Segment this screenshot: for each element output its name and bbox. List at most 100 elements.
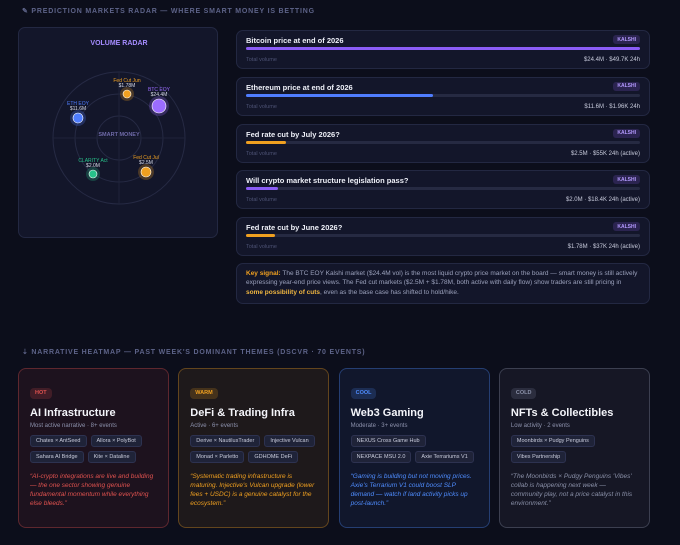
volume-track bbox=[246, 140, 640, 144]
volume-stats: $24.4M · $49.7K 24h bbox=[583, 57, 640, 63]
tag: GDHOME DeFi bbox=[248, 451, 299, 463]
key-signal-text: , even as the base case has shifted to h… bbox=[320, 288, 459, 296]
source-badge: KALSHI bbox=[613, 175, 640, 185]
market-question: Fed rate cut by July 2026? bbox=[246, 129, 340, 139]
node-value: $1.78M bbox=[119, 83, 136, 89]
volume-track bbox=[246, 187, 640, 191]
key-signal-highlight: some possibility of cuts bbox=[246, 288, 321, 296]
node-value: $11.6M bbox=[70, 106, 86, 112]
node-value: $2.0M bbox=[86, 163, 100, 169]
market-card: Fed rate cut by July 2026? KALSHI Total vo… bbox=[236, 123, 650, 163]
tag: NEXUS Cross Game Hub bbox=[350, 435, 426, 447]
section-title-text: PREDICTION MARKETS RADAR — WHERE SMART M… bbox=[31, 8, 315, 15]
volume-stats: $2.0M · $18.4K 24h (active) bbox=[565, 197, 640, 204]
volume-label: Total volume bbox=[246, 57, 277, 63]
node bbox=[151, 98, 167, 114]
volume-label: Total volume bbox=[246, 244, 277, 251]
theme-title: DeFi & Trading Infra bbox=[190, 407, 295, 419]
source-badge: KALSHI bbox=[613, 222, 640, 232]
theme-subtitle: Active · 6+ events bbox=[190, 423, 239, 429]
volume-label: Total volume bbox=[246, 197, 277, 204]
market-card: Fed rate cut by June 2026? KALSHI Total vo… bbox=[236, 217, 650, 257]
heat-badge: HOT bbox=[30, 387, 52, 399]
theme-card: COLD NFTs & Collectibles Low activity · 2 … bbox=[498, 368, 650, 528]
theme-title: AI Infrastructure bbox=[30, 407, 116, 419]
market-question: Fed rate cut by June 2026? bbox=[246, 223, 343, 233]
volume-bar bbox=[246, 234, 275, 238]
theme-subtitle: Moderate · 3+ events bbox=[350, 423, 408, 429]
heat-badge: COOL bbox=[350, 387, 377, 399]
tag-list: NEXUS Cross Game Hub NEXPACE MSU 2.0 Axie … bbox=[350, 435, 478, 463]
volume-bar bbox=[246, 47, 640, 50]
volume-stats: $11.6M · $1.96K 24h bbox=[584, 103, 640, 110]
node-label: Fed Cut Jul bbox=[133, 155, 159, 161]
theme-quote: “Systematic trading infrastructure is ma… bbox=[190, 473, 315, 508]
node bbox=[140, 166, 152, 178]
market-card: Bitcoin price at end of 2026 KALSHI Total … bbox=[236, 30, 650, 69]
tag-list: Chates × AntSeed Allora × PolyBot Sahara A… bbox=[30, 435, 157, 463]
volume-track bbox=[246, 47, 640, 50]
volume-label: Total volume bbox=[246, 103, 277, 110]
market-card: Will crypto market structure legislation… bbox=[236, 170, 650, 210]
tag: Allora × PolyBot bbox=[90, 435, 142, 447]
section-title: ⇣ NARRATIVE HEATMAP — PAST WEEK'S DOMINA… bbox=[22, 349, 366, 356]
tag: NEXPACE MSU 2.0 bbox=[350, 451, 412, 463]
theme-quote: “Gaming is building but not moving price… bbox=[350, 473, 472, 508]
market-question: Bitcoin price at end of 2026 bbox=[246, 36, 344, 45]
volume-bar bbox=[246, 187, 279, 191]
tag: Vibes Partnership bbox=[510, 451, 567, 463]
theme-subtitle: Most active narrative · 8+ events bbox=[30, 423, 117, 429]
key-signal-label: Key signal: bbox=[246, 270, 281, 277]
center-text: SMART MONEY bbox=[98, 132, 140, 138]
tag: Kite × Dataline bbox=[87, 451, 136, 463]
theme-subtitle: Low activity · 2 events bbox=[510, 423, 570, 429]
node bbox=[72, 112, 84, 124]
radar-chart: VOLUME RADAR SMART MONEY Fed Cut Jun$1.7… bbox=[52, 40, 186, 205]
volume-label: Total volume bbox=[246, 150, 277, 157]
volume-track bbox=[246, 93, 640, 97]
center-label: SMART MONEY bbox=[98, 132, 140, 138]
heat-badge: WARM bbox=[190, 387, 218, 399]
node bbox=[88, 169, 98, 179]
theme-quote: “The Moonbirds × Pudgy Penguins 'Vibes' … bbox=[510, 473, 633, 508]
heat-badge: COLD bbox=[510, 387, 537, 399]
tag: Derive × NautilusTrader bbox=[190, 435, 261, 447]
theme-quote: “AI-crypto integrations are live and bui… bbox=[30, 473, 154, 508]
node-label: BTC EOY bbox=[148, 87, 171, 93]
key-signal: Key signal: The BTC EOY Kalshi market ($… bbox=[236, 263, 650, 304]
tag: Monad × Parletto bbox=[190, 451, 245, 463]
section-title: ✎ PREDICTION MARKETS RADAR — WHERE SMART… bbox=[22, 8, 315, 15]
volume-stats: $2.5M · $55K 24h (active) bbox=[570, 150, 640, 157]
node-label: ETH EOY bbox=[67, 101, 90, 107]
tag: Moonbirds × Pudgy Penguins bbox=[510, 435, 595, 447]
volume-bar bbox=[246, 93, 434, 97]
tag-list: Moonbirds × Pudgy Penguins Vibes Partners… bbox=[510, 435, 638, 463]
radar-panel: VOLUME RADAR SMART MONEY Fed Cut Jun $1.7… bbox=[18, 27, 218, 238]
theme-card: WARM DeFi & Trading Infra Active · 6+ even… bbox=[178, 368, 330, 528]
tag: Axie Terrariums V1 bbox=[415, 451, 474, 463]
key-signal-text: The BTC EOY Kalshi market ($24.4M vol) i… bbox=[246, 270, 638, 287]
node-label: Fed Cut Jun bbox=[113, 78, 140, 84]
theme-card: HOT AI Infrastructure Most active narrativ… bbox=[18, 368, 169, 528]
volume-track bbox=[246, 234, 640, 238]
source-badge: KALSHI bbox=[613, 128, 640, 138]
section-title-text: NARRATIVE HEATMAP — PAST WEEK'S DOMINANT… bbox=[31, 349, 366, 356]
market-card: Ethereum price at end of 2026 KALSHI Total… bbox=[236, 76, 650, 116]
tag: Sahara AI Bridge bbox=[30, 451, 84, 463]
tag: Chates × AntSeed bbox=[30, 435, 87, 447]
market-question: Ethereum price at end of 2026 bbox=[246, 82, 353, 92]
theme-title: Web3 Gaming bbox=[350, 407, 424, 419]
node bbox=[122, 89, 132, 99]
node-label: CLARITY Act bbox=[78, 158, 108, 164]
source-badge: KALSHI bbox=[613, 35, 640, 44]
node-value: $2.5M bbox=[139, 160, 153, 166]
theme-title: NFTs & Collectibles bbox=[510, 407, 614, 419]
source-badge: KALSHI bbox=[613, 81, 640, 91]
node-value: $24.4M bbox=[151, 92, 168, 98]
theme-card: COOL Web3 Gaming Moderate · 3+ events NEXUS… bbox=[338, 368, 490, 528]
volume-stats: $1.78M · $37K 24h (active) bbox=[567, 244, 640, 251]
tag-list: Derive × NautilusTrader Injective Vulcan M… bbox=[190, 435, 317, 463]
tag: Injective Vulcan bbox=[264, 435, 315, 447]
volume-bar bbox=[246, 140, 287, 144]
